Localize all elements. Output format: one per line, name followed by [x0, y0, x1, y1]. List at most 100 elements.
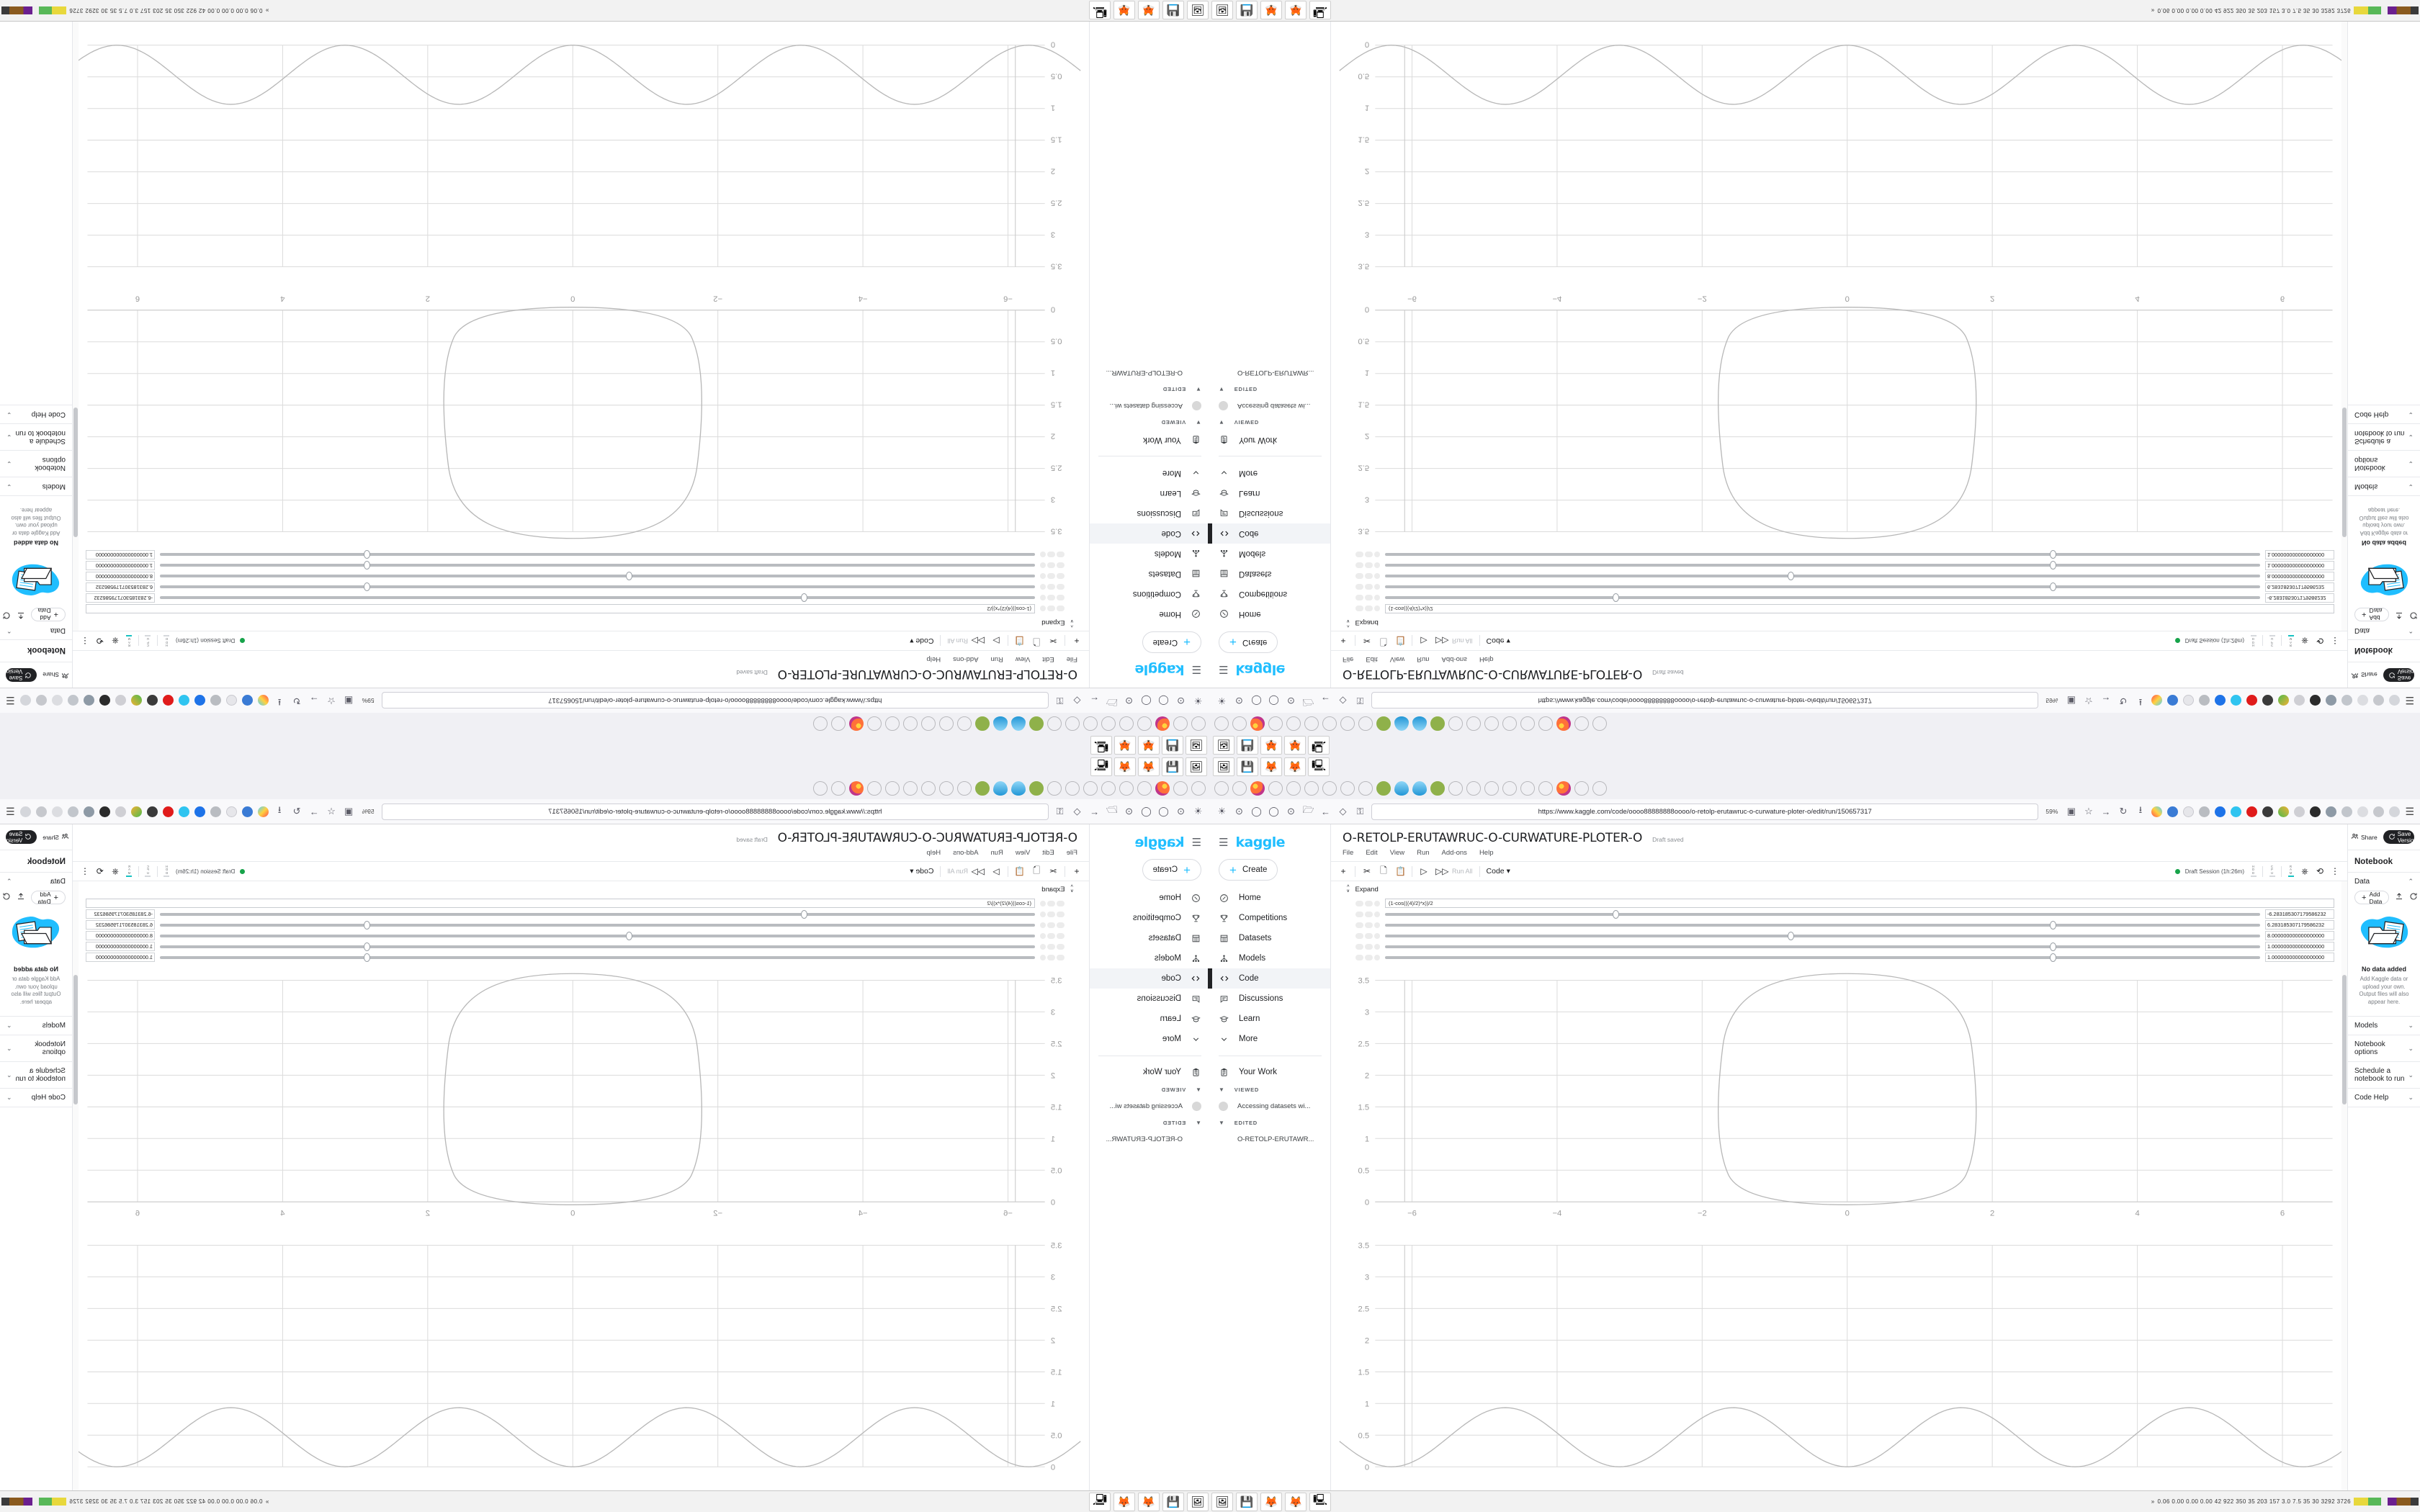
slider-thumb-3[interactable] — [2050, 561, 2057, 570]
menu-view[interactable]: View — [1389, 655, 1405, 663]
extension-icon-settings[interactable] — [2389, 806, 2401, 817]
create-button[interactable]: + Create — [1219, 859, 1278, 881]
extension-icon-shield[interactable] — [2326, 806, 2337, 817]
pin-globe-2[interactable] — [1286, 716, 1301, 731]
fast-forward-icon[interactable]: ▷▷ — [971, 636, 985, 646]
sidebar-item-models[interactable]: Models — [1210, 948, 1330, 968]
pin-globe-8[interactable] — [813, 716, 828, 731]
bookmark-icon[interactable]: ◇ — [1073, 696, 1081, 706]
sidebar-section-header-data[interactable]: Data ⌃ — [0, 873, 72, 891]
slider-track-3[interactable] — [1385, 561, 2260, 570]
bookmark-icon[interactable]: ◇ — [1339, 806, 1347, 816]
pin-droplet-2[interactable] — [993, 781, 1008, 796]
extension-icon-wrench[interactable] — [35, 806, 47, 817]
nav-group-header-viewed[interactable]: ▼ VIEWED — [1090, 1081, 1210, 1097]
sidebar-item-home[interactable]: Home — [1090, 888, 1210, 908]
create-button[interactable]: + Create — [1219, 631, 1278, 653]
sidebar-section-header-models[interactable]: Models ⌄ — [0, 477, 72, 495]
formula-input[interactable]: (1-cos(((4)/2)*x))/2 — [86, 899, 1035, 908]
folder-icon[interactable]: 🗁 — [1302, 697, 1314, 708]
forward-arrow-icon[interactable]: → — [2101, 806, 2111, 817]
forward-arrow-icon[interactable]: → — [309, 806, 319, 817]
sidebar-item-datasets[interactable]: Datasets — [1090, 928, 1210, 948]
extension-icon-map[interactable] — [2278, 695, 2290, 706]
kaggle-brand[interactable]: ☰ kaggle — [1210, 832, 1330, 858]
pin-gear[interactable] — [1173, 781, 1188, 796]
slider-track-4[interactable] — [160, 953, 1035, 962]
extension-icon-map[interactable] — [130, 806, 142, 817]
pin-globe-3[interactable] — [1340, 716, 1355, 731]
play-icon[interactable]: ▷ — [1420, 866, 1428, 876]
back-arrow-icon[interactable]: ← — [1321, 806, 1330, 817]
taskbar-firefox-icon-2[interactable]: 🦊 — [1285, 1492, 1307, 1511]
add-cell-button[interactable]: + — [1340, 866, 1346, 876]
pin-firefox-2[interactable] — [849, 781, 864, 796]
kaggle-logo[interactable]: kaggle — [1235, 834, 1285, 850]
extension-icon-grey[interactable] — [225, 695, 237, 706]
lock-icon[interactable]: ⚿ — [1056, 806, 1064, 816]
extension-icon-trash[interactable] — [146, 695, 158, 706]
run-all-label[interactable]: Run All — [947, 868, 968, 875]
menu-help[interactable]: Help — [1479, 849, 1494, 857]
extension-icon-lastpass[interactable] — [2310, 695, 2321, 706]
sidebar-item-learn[interactable]: Learn — [1210, 1009, 1330, 1029]
extension-icon-red[interactable] — [2246, 695, 2258, 706]
slider-track-1[interactable] — [160, 582, 1035, 592]
extension-icon-plus[interactable] — [194, 806, 205, 817]
window-button-save[interactable]: 💾 — [1162, 757, 1183, 776]
copy-icon[interactable]: 🗋 — [1033, 865, 1040, 876]
slider-thumb-2[interactable] — [626, 931, 633, 940]
taskbar-save-icon[interactable]: 💾 — [1236, 1492, 1258, 1511]
pin-firefox-2[interactable] — [1556, 781, 1571, 796]
slider-value-2[interactable]: 8.000000000000000000 — [2265, 931, 2334, 940]
refresh-icon[interactable] — [2, 891, 11, 904]
extension-icon-book[interactable] — [115, 806, 126, 817]
kaggle-logo[interactable]: kaggle — [1235, 662, 1285, 678]
pin-globe-1[interactable] — [1214, 781, 1229, 796]
extension-icon-globe[interactable] — [2341, 695, 2353, 706]
pin-firefox[interactable] — [1250, 716, 1265, 731]
expand-toggle[interactable]: ^ v Expand — [73, 616, 1089, 631]
extension-icon-lastpass[interactable] — [99, 806, 110, 817]
pin-moon-4[interactable] — [1502, 716, 1517, 731]
window-button-firefox-a[interactable]: 🦊 — [1260, 736, 1282, 755]
lock-icon[interactable]: ⚿ — [1356, 806, 1364, 816]
extension-icon-colorpick[interactable] — [257, 806, 269, 817]
pin-droplet-2[interactable] — [1412, 781, 1427, 796]
restart-icon[interactable]: ⟲ — [96, 866, 104, 876]
scissors-icon[interactable]: ✂ — [1363, 866, 1371, 876]
notebook-scrollbar[interactable] — [73, 19, 79, 631]
extension-icon-book[interactable] — [2294, 695, 2305, 706]
folder-icon[interactable]: 🗁 — [1302, 804, 1314, 815]
cell-type-select[interactable]: Code ▾ — [910, 636, 933, 645]
slider-value-2[interactable]: 8.000000000000000000 — [86, 931, 155, 940]
extension-icon-trash[interactable] — [146, 806, 158, 817]
slider-thumb-3[interactable] — [363, 561, 370, 570]
pinned-tab-strip[interactable] — [0, 713, 1210, 734]
window-button-terminal[interactable]: 🖳 — [1090, 736, 1112, 755]
sidebar-item-your-work[interactable]: Your Work — [1090, 431, 1210, 449]
nav-group-header-viewed[interactable]: ▼ VIEWED — [1210, 1081, 1330, 1097]
pin-wrench[interactable] — [1268, 716, 1283, 731]
sidebar-section-header-schedule[interactable]: Schedule a notebook to run ⌄ — [2348, 1062, 2420, 1088]
reader-mode-icon[interactable]: ▣ — [344, 806, 354, 816]
upload-icon[interactable] — [2395, 608, 2403, 621]
pin-globe-3[interactable] — [1340, 781, 1355, 796]
slider-thumb-2[interactable] — [626, 572, 633, 581]
nav-menu-icon[interactable]: ☰ — [1219, 836, 1229, 849]
taskbar-collapse-icon[interactable]: » — [265, 7, 269, 14]
reader-mode-icon[interactable]: ▣ — [344, 696, 354, 706]
nav-group-header-edited[interactable]: ▼ EDITED — [1210, 382, 1330, 397]
slider-value-0[interactable]: -6.283185307179586232 — [86, 909, 155, 919]
scissors-icon[interactable]: ✂ — [1363, 636, 1371, 646]
scissors-icon[interactable]: ✂ — [1049, 636, 1057, 646]
window-button-save[interactable]: 💾 — [1237, 757, 1258, 776]
slider-track-2[interactable] — [1385, 572, 2260, 581]
nav-recent-item[interactable]: Accessing datasets wi... — [1090, 1097, 1210, 1115]
pin-globe-6[interactable] — [939, 716, 954, 731]
pin-gear[interactable] — [1173, 716, 1188, 731]
menu-addons[interactable]: Add-ons — [953, 655, 979, 663]
nav-group-header-viewed[interactable]: ▼ VIEWED — [1090, 415, 1210, 431]
page-title[interactable]: O-RETOLP-ERUTAWRUC-O-CURWATURE-PLOTER-O — [1343, 831, 1643, 845]
extension-icon-plus[interactable] — [2215, 695, 2226, 706]
